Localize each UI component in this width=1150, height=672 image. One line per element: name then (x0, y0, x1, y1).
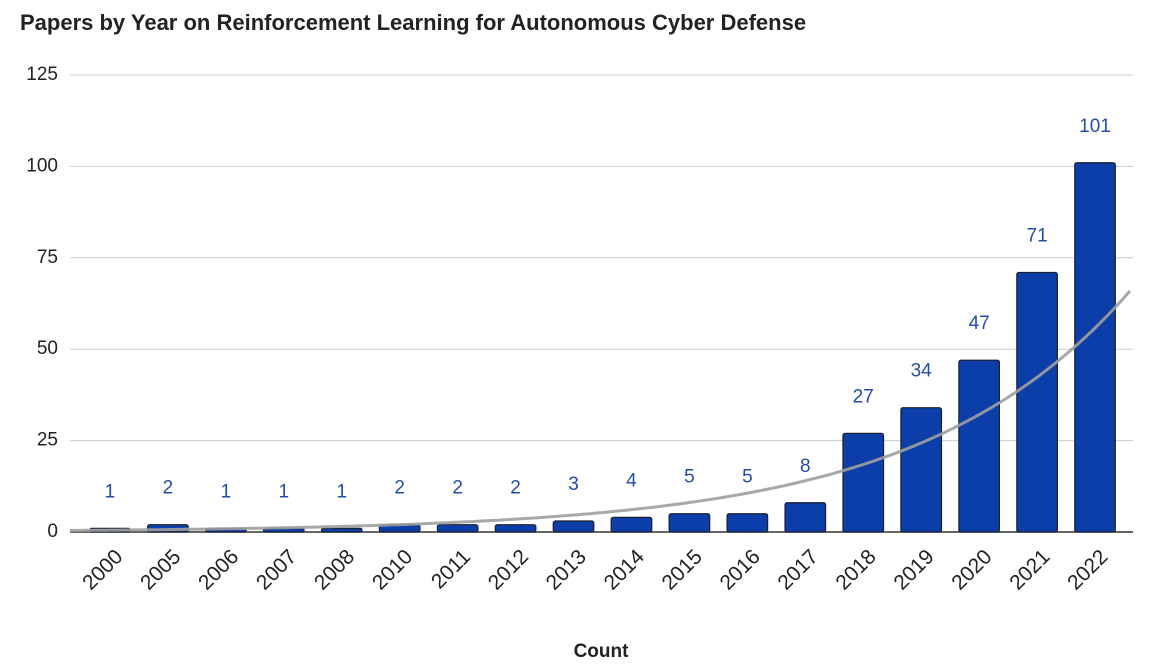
bar (668, 513, 711, 533)
x-tick-label: 2017 (773, 545, 822, 594)
value-label: 47 (969, 313, 990, 334)
x-tick-label: 2021 (1005, 545, 1054, 594)
value-label: 2 (163, 478, 174, 499)
y-tick-label: 0 (47, 521, 58, 542)
x-tick-label: 2005 (136, 545, 185, 594)
bar (1074, 162, 1116, 533)
y-tick-label: 25 (37, 430, 58, 451)
value-label: 1 (221, 481, 232, 502)
x-tick-label: 2015 (658, 545, 707, 594)
value-label: 8 (800, 456, 811, 477)
value-label: 1 (279, 481, 290, 502)
value-label: 27 (853, 386, 874, 407)
bar (436, 524, 479, 533)
x-tick-label: 2013 (542, 545, 591, 594)
bar (842, 432, 885, 533)
bar (552, 520, 595, 533)
value-label: 71 (1027, 225, 1048, 246)
x-axis-title: Count (574, 641, 630, 662)
chart-title: Papers by Year on Reinforcement Learning… (20, 10, 806, 35)
y-tick-label: 50 (37, 338, 58, 359)
value-label: 101 (1079, 116, 1111, 137)
x-tick-label: 2000 (78, 545, 127, 594)
x-tick-label: 2014 (600, 545, 650, 595)
value-label: 5 (742, 467, 753, 488)
value-label: 1 (105, 481, 116, 502)
bar (494, 524, 537, 533)
bar (610, 516, 653, 533)
bar (320, 527, 363, 533)
bar (900, 407, 943, 533)
bar (726, 513, 769, 533)
y-tick-label: 125 (26, 64, 58, 85)
value-label: 34 (911, 361, 933, 382)
bar (784, 502, 827, 533)
value-label: 3 (568, 474, 579, 495)
x-tick-label: 2022 (1063, 545, 1112, 594)
x-tick-label: 2006 (194, 545, 243, 594)
y-tick-label: 75 (37, 247, 58, 268)
bar (958, 359, 1001, 533)
x-tick-label: 2008 (310, 545, 359, 594)
value-label: 4 (626, 470, 637, 491)
value-label: 5 (684, 467, 695, 488)
y-tick-label: 100 (26, 155, 58, 176)
x-tick-label: 2011 (427, 545, 475, 593)
bar (1016, 271, 1058, 533)
x-tick-label: 2018 (831, 545, 880, 594)
value-label: 2 (510, 478, 521, 499)
x-tick-label: 2010 (368, 545, 417, 594)
trendline (69, 289, 1132, 532)
x-tick-label: 2007 (252, 545, 301, 594)
x-tick-label: 2016 (716, 545, 765, 594)
x-tick-label: 2019 (889, 545, 938, 594)
value-label: 2 (452, 478, 463, 499)
x-tick-label: 2012 (484, 545, 533, 594)
x-tick-label: 2020 (947, 545, 996, 594)
value-label: 1 (336, 481, 347, 502)
value-label: 2 (394, 478, 405, 499)
